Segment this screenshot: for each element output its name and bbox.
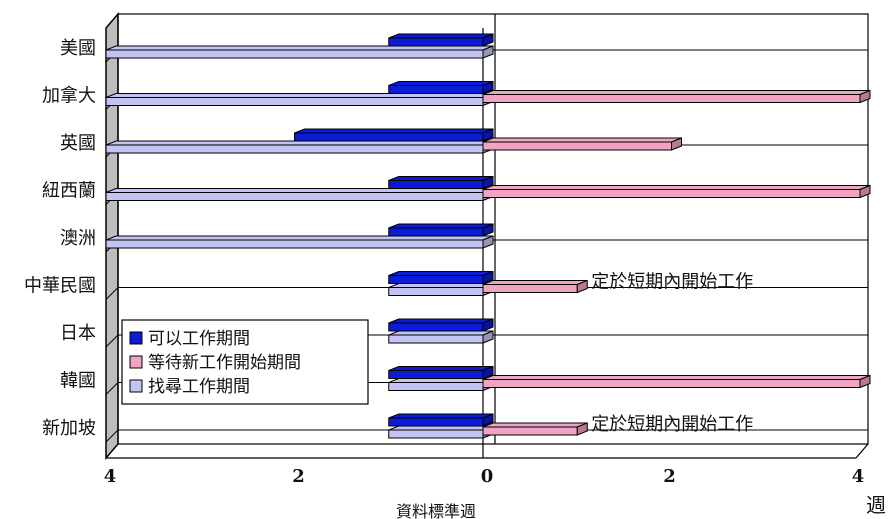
legend-swatch [129, 379, 143, 393]
legend-swatch [129, 355, 143, 369]
legend-entry: 可以工作期間 [148, 329, 250, 349]
gridline-wall [105, 334, 119, 348]
back-wall [117, 13, 869, 445]
bar-找尋工作期間-韓國 [388, 377, 494, 392]
bar-等待新工作開始期間-韓國 [482, 374, 871, 389]
annotation-text: 定於短期內開始工作 [591, 414, 753, 435]
bar-等待新工作開始期間-中華民國 [482, 279, 588, 294]
legend-swatch [129, 331, 143, 345]
category-label: 英國 [60, 133, 96, 154]
bar-找尋工作期間-中華民國 [388, 282, 494, 297]
category-label: 韓國 [60, 371, 96, 392]
bar-等待新工作開始期間-紐西蘭 [482, 184, 871, 199]
category-label: 美國 [60, 38, 96, 59]
bar-找尋工作期間-澳洲 [105, 235, 494, 249]
x-tick-label: 2 [663, 466, 676, 487]
gridline-wall [105, 382, 119, 395]
bar-可以工作期間-加拿大 [388, 80, 494, 95]
bar-可以工作期間-美國 [388, 33, 494, 47]
bar-可以工作期間-新加坡 [388, 413, 494, 427]
category-label: 新加坡 [42, 418, 96, 439]
bar-可以工作期間-紐西蘭 [388, 175, 494, 190]
category-label: 日本 [60, 323, 96, 344]
legend-box [121, 319, 369, 405]
gridline-wall [105, 287, 119, 300]
bar-等待新工作開始期間-英國 [482, 137, 682, 151]
bar-可以工作期間-英國 [294, 128, 494, 142]
x-tick-label: 4 [104, 466, 117, 487]
bar-找尋工作期間-日本 [388, 330, 494, 344]
x-axis-title: 資料標準週 [396, 502, 476, 519]
bar-找尋工作期間-紐西蘭 [105, 187, 494, 202]
bar-等待新工作開始期間-加拿大 [482, 89, 871, 104]
bar-等待新工作開始期間-新加坡 [482, 422, 588, 436]
bar-找尋工作期間-新加坡 [388, 425, 494, 439]
bar-可以工作期間-日本 [388, 318, 494, 332]
bar-找尋工作期間-美國 [105, 45, 494, 59]
bar-可以工作期間-韓國 [388, 365, 494, 380]
x-tick-label: 4 [852, 466, 865, 487]
bar-可以工作期間-澳洲 [388, 223, 494, 237]
x-tick-label: 2 [292, 466, 305, 487]
x-tick-label: 0 [481, 466, 494, 487]
category-label: 紐西蘭 [42, 181, 96, 202]
category-label: 加拿大 [42, 85, 96, 107]
floor-edge [855, 443, 869, 459]
bar-找尋工作期間-加拿大 [105, 92, 494, 107]
legend-entry: 等待新工作開始期間 [148, 353, 301, 373]
gridline-wall [105, 429, 119, 443]
category-label: 澳洲 [60, 228, 96, 249]
annotation-text: 定於短期內開始工作 [591, 272, 753, 293]
x-axis-unit: 週 [866, 493, 886, 517]
category-label: 中華民國 [24, 276, 96, 297]
tick-labels-group: 4 2 0 2 4 [104, 466, 865, 487]
bar-可以工作期間-中華民國 [388, 270, 494, 285]
bars-group [105, 33, 871, 439]
legend-entry: 找尋工作期間 [148, 377, 250, 397]
bar-找尋工作期間-英國 [105, 140, 494, 154]
